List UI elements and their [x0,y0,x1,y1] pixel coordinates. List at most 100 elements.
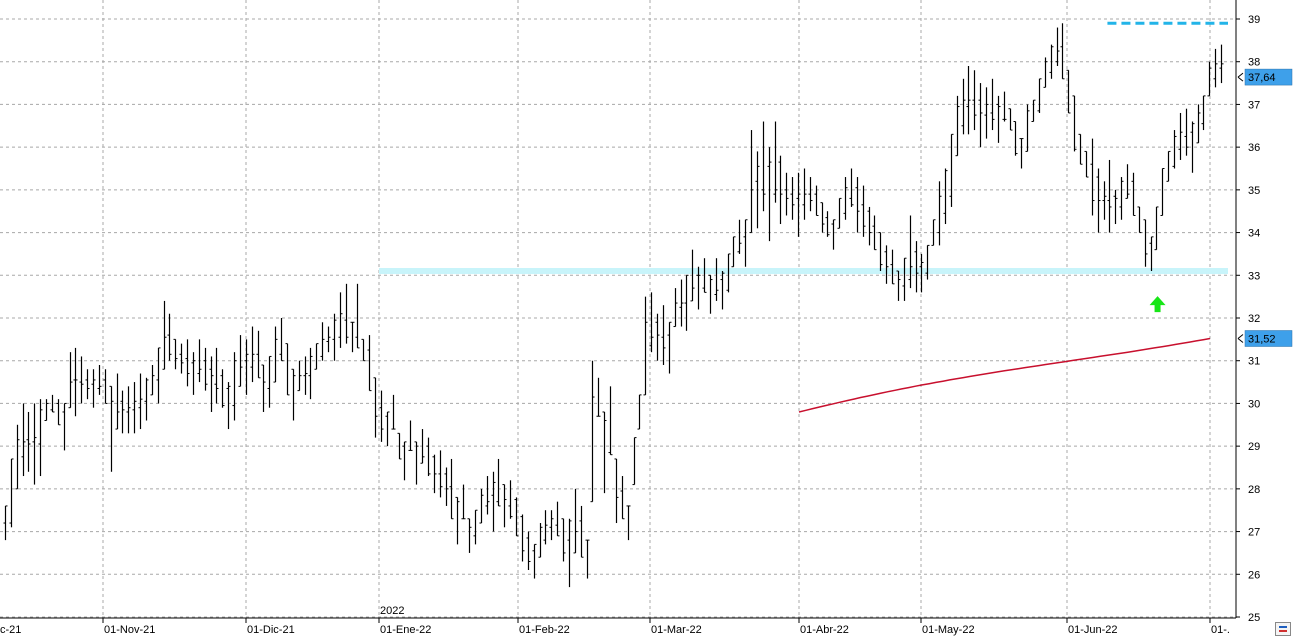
y-tick-label: 36 [1248,142,1260,154]
ohlc-bar [849,168,854,207]
ohlc-bar [44,399,49,422]
ohlc-bar [449,458,454,520]
ohlc-bar [585,539,590,579]
ohlc-bar [209,356,214,412]
ohlc-bar [320,322,325,361]
moving-average-price-tag-box [1244,330,1293,347]
y-tick-label: 30 [1248,398,1260,410]
y-tick-label: 39 [1248,14,1260,26]
last-price-tag-box [1244,68,1293,86]
ohlc-bar [226,382,231,430]
ohlc-bar [115,373,120,430]
y-tick-label: 33 [1248,270,1260,282]
ohlc-bar [414,441,419,485]
ohlc-bar [684,274,689,331]
ohlc-bar [261,364,266,412]
ohlc-bar [167,313,172,361]
ohlc-bar [696,266,701,310]
ohlc-bar [784,172,789,216]
ohlc-bar [1055,27,1060,66]
moving-average-price-tag-pointer [1237,334,1244,343]
ohlc-bar [138,373,143,430]
ohlc-bar [3,505,8,541]
ohlc-bar [937,181,942,246]
ohlc-bar [91,369,96,408]
ohlc-bar [273,326,278,383]
ohlc-bar [473,509,478,545]
ohlc-bar [1066,69,1071,114]
ohlc-bar [867,206,872,246]
y-tick-label: 25 [1248,612,1260,624]
ohlc-bar [831,219,836,250]
x-tick-label: 01-Dic-21 [247,624,295,636]
x-tick-label: 01-Mar-22 [651,624,702,636]
ohlc-bar [1172,130,1177,169]
ohlc-bar [461,484,466,520]
chart-settings-icon[interactable] [1275,622,1291,636]
ohlc-bar [1166,150,1171,182]
ohlc-bar [402,441,407,481]
ohlc-bar [1060,23,1065,80]
ohlc-bar [109,385,114,472]
ohlc-bar [549,510,554,541]
ohlc-bar [508,480,513,519]
ohlc-bar [714,258,719,301]
x-tick-label: 01-Nov-21 [104,624,155,636]
ohlc-bar [420,429,425,464]
x-tick-label: 01-Abr-22 [800,624,849,636]
ohlc-bar [532,543,537,579]
ohlc-bar [1096,168,1101,233]
y-tick-label: 27 [1248,527,1260,539]
ohlc-bar [632,437,637,486]
ohlc-bar [496,458,501,507]
ohlc-bar [520,514,525,562]
ohlc-bar [1013,121,1018,156]
ohlc-bar [1084,150,1089,178]
ohlc-bar [778,155,783,225]
ohlc-bar [908,215,913,289]
ohlc-bar [332,313,337,361]
ohlc-bar [608,386,613,456]
ohlc-bars [3,23,1224,588]
ohlc-bar [931,219,936,246]
ohlc-bar [561,518,566,562]
ohlc-bar [690,249,695,302]
ohlc-bar [925,244,930,280]
ohlc-bar [244,339,249,395]
ohlc-bar [385,411,390,447]
ohlc-bar [267,355,272,408]
y-tick-label: 35 [1248,185,1260,197]
ohlc-bar [767,147,772,242]
ohlc-bar [62,402,67,451]
ohlc-bar [132,382,137,434]
ohlc-bar [996,95,1001,143]
ohlc-bar [203,347,208,391]
last-price-tag-label: 37,64 [1248,72,1276,84]
ohlc-bar [197,339,202,383]
ohlc-bar [514,497,519,537]
ohlc-bar [796,172,801,237]
ohlc-bar [1113,189,1118,225]
ohlc-bar [220,369,225,408]
ohlc-bar [661,305,666,365]
ohlc-bar [1178,112,1183,160]
ohlc-bar [303,356,308,395]
ohlc-bar [191,352,196,395]
ohlc-bar [379,390,384,442]
ohlc-bar [408,420,413,451]
y-tick-label: 38 [1248,57,1260,69]
ohlc-bar [861,185,866,237]
ohlc-bar [643,296,648,396]
ohlc-bar [1102,181,1107,220]
ohlc-bar [38,399,43,477]
ohlc-bar [966,65,971,135]
ohlc-bar [626,505,631,541]
ohlc-bar [590,360,595,503]
ohlc-bar [1107,159,1112,233]
ohlc-bar [761,121,766,212]
ohlc-bar [1184,108,1189,156]
ohlc-bar [620,476,625,520]
ohlc-bar [285,343,290,396]
ohlc-bar [667,321,672,374]
ohlc-bar [68,352,73,409]
